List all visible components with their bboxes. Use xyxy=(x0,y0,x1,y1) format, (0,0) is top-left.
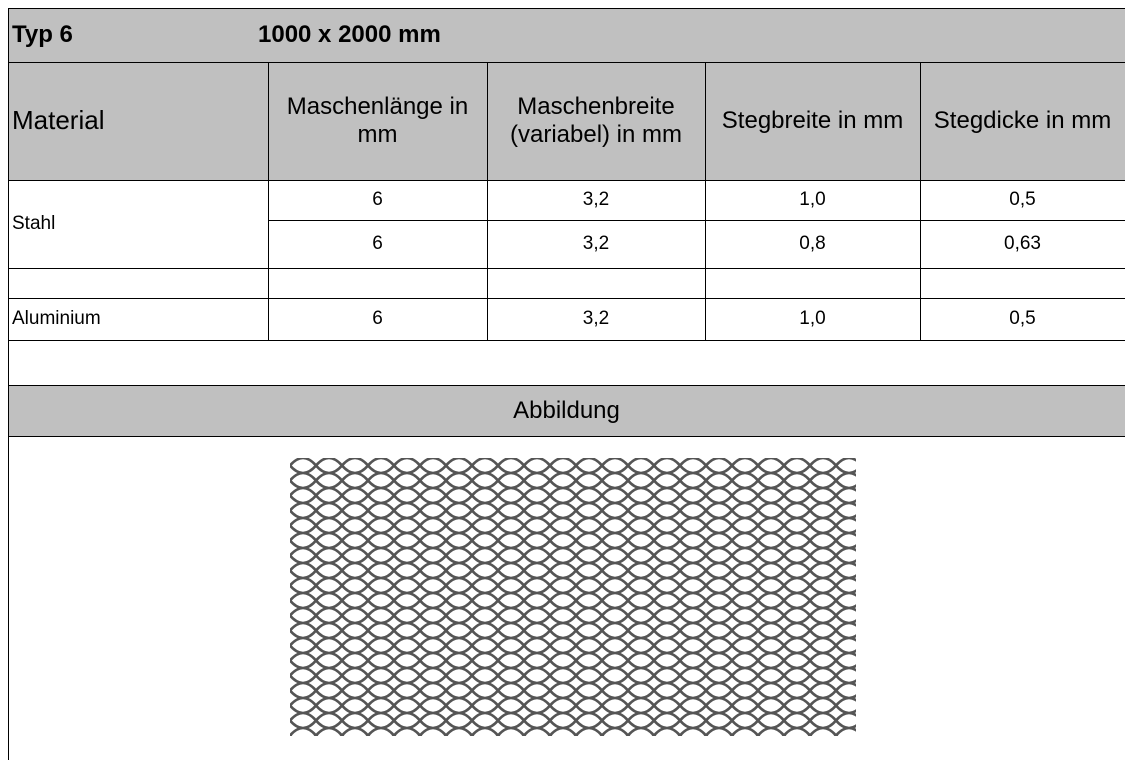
table-cell: 0,5 xyxy=(920,180,1125,220)
table-cell: 3,2 xyxy=(487,180,705,220)
table-cell: 3,2 xyxy=(487,298,705,340)
table-cell: 0,5 xyxy=(920,298,1125,340)
title-type: Typ 6 xyxy=(12,8,73,62)
title-size: 1000 x 2000 mm xyxy=(258,8,441,62)
column-header: Stegbreite in mm xyxy=(705,62,920,180)
page: {"header": {"type": "Typ 6", "size": "10… xyxy=(0,0,1125,760)
figure-caption: Abbildung xyxy=(8,385,1125,436)
rule xyxy=(8,62,1125,63)
rule xyxy=(8,385,1125,386)
rule xyxy=(8,268,1125,269)
rule xyxy=(8,180,1125,181)
title-bar xyxy=(8,8,1125,62)
column-header: Maschenbreite (variabel) in mm xyxy=(487,62,705,180)
table-cell: 0,8 xyxy=(705,220,920,268)
rule xyxy=(705,62,706,340)
rule xyxy=(8,8,1125,9)
table-cell: 0,63 xyxy=(920,220,1125,268)
column-header: Maschenlänge in mm xyxy=(268,62,487,180)
rule xyxy=(268,220,1125,221)
rule xyxy=(8,340,1125,341)
material-cell: Stahl xyxy=(12,180,55,268)
mesh-image xyxy=(290,458,856,736)
table-cell: 1,0 xyxy=(705,180,920,220)
material-cell: Aluminium xyxy=(12,298,101,340)
rule xyxy=(8,298,1125,299)
rule xyxy=(920,62,921,340)
table-cell: 6 xyxy=(268,220,487,268)
rule xyxy=(8,8,9,760)
table-cell: 6 xyxy=(268,298,487,340)
rule xyxy=(8,436,1125,437)
table-cell: 1,0 xyxy=(705,298,920,340)
column-header: Stegdicke in mm xyxy=(920,62,1125,180)
column-header: Material xyxy=(12,62,268,180)
rule xyxy=(268,62,269,340)
rule xyxy=(487,62,488,340)
table-cell: 6 xyxy=(268,180,487,220)
table-cell: 3,2 xyxy=(487,220,705,268)
